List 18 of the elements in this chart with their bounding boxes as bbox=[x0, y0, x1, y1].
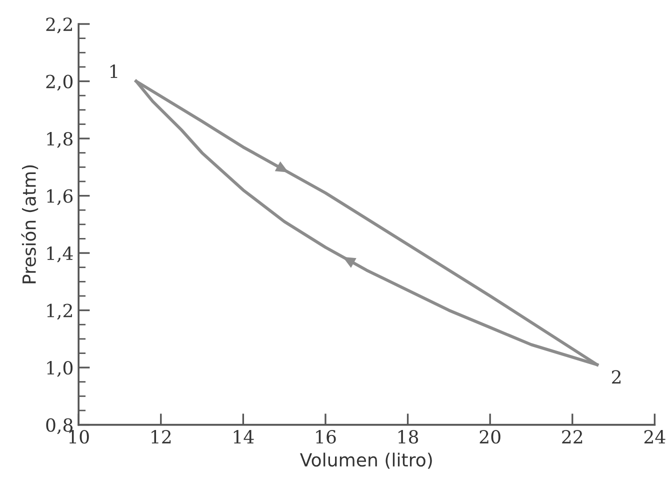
y-tick-label: 1,0 bbox=[47, 361, 73, 377]
y-tick-label: 2,0 bbox=[46, 74, 73, 91]
annotation: 1 bbox=[110, 64, 118, 78]
y-tick-label: 1,8 bbox=[47, 132, 73, 148]
x-tick-label: 16 bbox=[316, 430, 336, 444]
y-tick-label: 1,4 bbox=[47, 246, 73, 262]
x-tick-label: 18 bbox=[398, 430, 418, 444]
x-tick-label: 14 bbox=[234, 430, 254, 444]
y-tick-label: 1,6 bbox=[47, 189, 73, 206]
x-tick-label: 24 bbox=[644, 430, 666, 444]
x-tick-label: 20 bbox=[480, 430, 500, 444]
y-axis-title: Presión (atm) bbox=[21, 165, 38, 284]
y-tick-label: 1,2 bbox=[47, 304, 72, 320]
annotation: 2 bbox=[612, 370, 620, 384]
y-tick-label: 2,2 bbox=[46, 17, 72, 34]
x-axis-title: Volumen (litro) bbox=[300, 452, 432, 469]
x-tick-label: 12 bbox=[152, 430, 171, 444]
x-tick-label: 22 bbox=[562, 430, 582, 444]
